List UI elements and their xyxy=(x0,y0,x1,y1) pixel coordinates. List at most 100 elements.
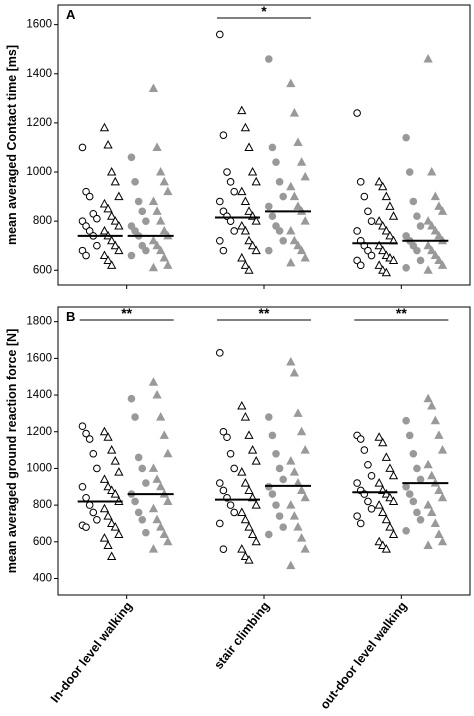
data-point xyxy=(293,137,303,147)
data-point xyxy=(286,257,296,267)
data-point xyxy=(244,430,254,439)
data-point xyxy=(430,518,440,527)
y-tick-label: 1400 xyxy=(26,68,52,80)
data-point xyxy=(240,478,251,487)
data-point xyxy=(82,251,90,260)
data-point xyxy=(423,500,433,509)
data-point xyxy=(409,241,418,250)
data-point xyxy=(388,470,399,480)
data-point xyxy=(148,196,159,205)
data-point xyxy=(142,246,150,255)
data-point xyxy=(244,206,254,215)
data-point xyxy=(99,503,110,513)
data-point xyxy=(279,523,288,531)
data-point xyxy=(381,452,391,461)
data-point xyxy=(364,497,372,506)
data-point xyxy=(82,429,90,438)
data-point xyxy=(114,529,124,538)
y-tick-label: 800 xyxy=(33,215,52,227)
data-point xyxy=(223,168,231,176)
data-point xyxy=(300,544,310,553)
data-point xyxy=(286,225,296,235)
y-axis-title: mean averaged ground reaction force [N] xyxy=(5,329,19,574)
data-point xyxy=(286,356,296,366)
data-point xyxy=(156,216,166,225)
data-point xyxy=(356,178,365,186)
data-point xyxy=(240,260,251,269)
data-point xyxy=(289,235,300,245)
data-point xyxy=(423,393,433,403)
data-point xyxy=(99,122,110,132)
data-point xyxy=(244,522,254,531)
data-point xyxy=(107,485,117,494)
data-point xyxy=(275,227,284,235)
data-point xyxy=(364,460,372,469)
data-point xyxy=(163,496,173,505)
data-point xyxy=(251,500,261,509)
y-tick-label: 400 xyxy=(33,573,52,585)
data-point xyxy=(251,176,261,186)
data-point xyxy=(356,519,365,528)
data-point xyxy=(99,426,110,436)
data-point xyxy=(293,522,303,531)
data-point xyxy=(385,492,395,502)
data-point xyxy=(163,448,173,458)
data-point xyxy=(293,240,303,250)
data-point xyxy=(127,394,136,403)
data-point xyxy=(356,435,365,443)
data-point xyxy=(219,131,228,139)
data-point xyxy=(353,512,361,520)
data-point xyxy=(148,463,159,472)
data-point xyxy=(413,212,421,221)
data-point xyxy=(159,225,169,235)
data-point xyxy=(374,216,384,225)
data-point xyxy=(296,245,307,255)
data-point xyxy=(289,367,300,377)
data-point xyxy=(93,515,101,524)
data-point xyxy=(402,526,410,535)
data-point xyxy=(152,142,162,151)
data-point xyxy=(114,245,124,255)
data-point xyxy=(272,501,280,509)
data-point xyxy=(423,265,433,274)
data-point xyxy=(275,464,284,473)
data-point xyxy=(156,166,166,176)
data-point xyxy=(85,192,94,201)
data-point xyxy=(265,246,273,255)
data-point xyxy=(107,166,117,176)
data-point xyxy=(226,449,235,458)
data-point xyxy=(237,401,247,410)
data-point xyxy=(148,235,159,245)
data-point xyxy=(216,479,224,487)
data-point xyxy=(127,153,136,162)
data-point xyxy=(416,515,425,524)
data-point xyxy=(405,490,414,498)
data-point xyxy=(360,446,369,454)
data-point xyxy=(272,449,280,458)
y-tick-label: 1200 xyxy=(26,426,52,438)
data-point xyxy=(114,467,124,476)
data-point xyxy=(82,523,90,531)
data-point xyxy=(99,474,110,483)
data-point xyxy=(152,390,162,399)
data-point xyxy=(286,181,296,191)
data-point xyxy=(110,176,120,186)
data-point xyxy=(99,250,110,260)
data-point xyxy=(378,540,388,549)
data-point xyxy=(142,479,150,487)
data-point xyxy=(367,251,376,260)
data-point xyxy=(402,482,410,491)
data-point xyxy=(300,252,310,262)
data-point xyxy=(385,201,395,210)
data-point xyxy=(430,191,440,201)
data-point xyxy=(244,142,254,151)
x-tick-label: In-door level walking xyxy=(48,599,135,705)
data-point xyxy=(430,250,440,260)
data-point xyxy=(107,211,117,220)
data-point xyxy=(402,133,410,142)
data-point xyxy=(279,475,288,484)
data-point xyxy=(148,503,159,513)
data-point xyxy=(93,241,101,250)
data-point xyxy=(163,260,173,269)
